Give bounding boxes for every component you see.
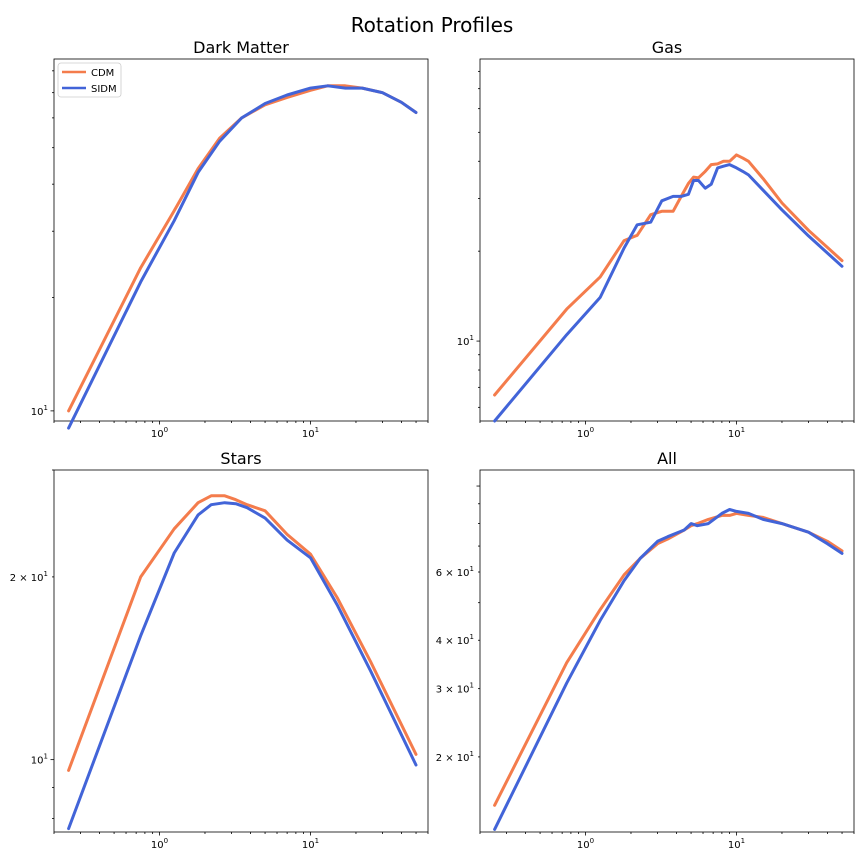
dark-matter-x-tick-label: 100 [151, 426, 168, 440]
gas-series-cdm [493, 153, 844, 397]
gas-x-tick-label: 101 [728, 426, 745, 440]
stars-axes-frame [53, 469, 429, 833]
dark-matter-axes-frame [53, 58, 429, 422]
stars-x-tick-label: 101 [302, 837, 319, 851]
stars-y-tick-label: 101 [31, 753, 48, 767]
gas-x-tick-label: 100 [577, 426, 594, 440]
all-y-tick-label: 4 × 101 [436, 633, 474, 647]
gas-y-tick-label: 101 [457, 334, 474, 348]
gas-title: Gas [652, 38, 683, 57]
dark-matter-x-tick-label: 101 [302, 426, 319, 440]
stars-x-tick-label: 100 [151, 837, 168, 851]
all-y-tick-label: 2 × 101 [436, 750, 474, 764]
legend-label-cdm: CDM [91, 68, 114, 79]
all-axes-frame [479, 469, 855, 833]
panel-stars: Stars 100 101 101 2 × 101 [10, 449, 429, 851]
all-x-tick-label: 101 [728, 837, 745, 851]
dark-matter-series-sidm [67, 84, 418, 430]
dark-matter-title: Dark Matter [193, 38, 289, 57]
stars-y-tick-label: 2 × 101 [10, 570, 48, 584]
all-x-tick-label: 100 [577, 837, 594, 851]
stars-series-cdm [67, 494, 418, 772]
legend: CDM SIDM [57, 62, 122, 98]
gas-series-sidm [493, 163, 844, 423]
all-series-sidm [493, 508, 844, 831]
legend-label-sidm: SIDM [91, 84, 117, 95]
stars-title: Stars [220, 449, 261, 468]
all-y-tick-label: 3 × 101 [436, 682, 474, 696]
all-y-tick-label: 6 × 101 [436, 565, 474, 579]
stars-series-sidm [67, 501, 418, 831]
dark-matter-y-tick-label: 101 [31, 404, 48, 418]
panel-dark-matter: Dark Matter 100 101 101 [31, 38, 429, 440]
gas-axes-frame [479, 58, 855, 422]
figure-title: Rotation Profiles [351, 13, 514, 37]
panel-all: All 100 101 2 × 101 3 × 101 4 × 101 6 × 101 [436, 449, 855, 851]
all-title: All [657, 449, 677, 468]
panel-gas: Gas 100 101 101 [457, 38, 855, 440]
